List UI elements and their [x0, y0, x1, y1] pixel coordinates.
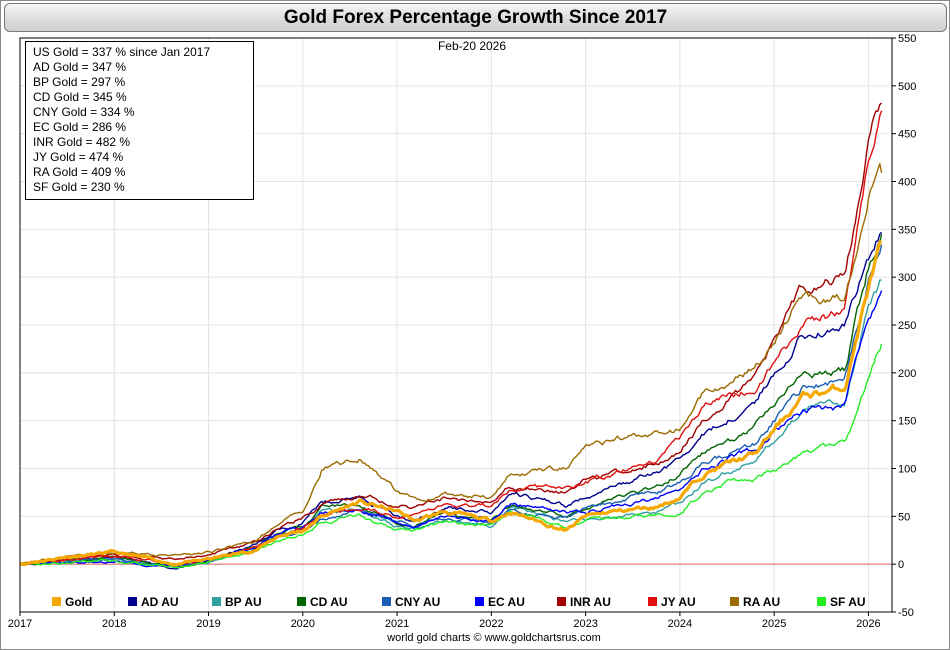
- x-tick-label: 2021: [385, 618, 409, 630]
- y-tick-label: 500: [898, 81, 916, 93]
- summary-line: INR Gold = 482 %: [33, 135, 131, 149]
- series-line-cd-au: [19, 233, 883, 568]
- x-tick-label: 2024: [668, 618, 692, 630]
- x-axis: 2017 2018 2019 2020 2021 2022 2023 2024 2025 2026: [8, 612, 881, 630]
- y-tick-label: 200: [898, 368, 916, 380]
- x-tick-label: 2020: [291, 618, 315, 630]
- summary-line: RA Gold = 409 %: [33, 165, 126, 179]
- y-tick-label: 300: [898, 272, 916, 284]
- series-line-sf-au: [19, 343, 883, 569]
- legend-label: EC AU: [488, 595, 525, 609]
- series-line-bp-au: [19, 279, 882, 568]
- series-line-ra-au: [19, 162, 883, 565]
- y-tick-label: 350: [898, 224, 916, 236]
- x-tick-label: 2026: [856, 618, 880, 630]
- legend-swatch: [557, 597, 566, 606]
- summary-legend-box: US Gold = 337 % since Jan 2017 AD Gold =…: [25, 41, 254, 200]
- y-tick-label: 400: [898, 177, 916, 189]
- series-line-cny-au: [19, 244, 883, 568]
- legend-label: BP AU: [225, 595, 262, 609]
- series-lines: [19, 102, 883, 570]
- summary-line: US Gold = 337 % since Jan 2017: [33, 45, 211, 59]
- legend-swatch: [382, 597, 391, 606]
- y-tick-label: 0: [898, 559, 904, 571]
- summary-line: SF Gold = 230 %: [33, 180, 125, 194]
- legend-swatch: [475, 597, 484, 606]
- x-tick-label: 2023: [573, 618, 597, 630]
- legend-label: CNY AU: [395, 595, 440, 609]
- summary-line: AD Gold = 347 %: [33, 60, 127, 74]
- y-tick-label: 450: [898, 129, 916, 141]
- plot-border: [19, 37, 893, 613]
- legend-label: JY AU: [661, 595, 696, 609]
- y-tick-label: 150: [898, 416, 916, 428]
- y-tick-label: 550: [898, 33, 916, 45]
- series-line-inr-au: [19, 102, 883, 566]
- x-tick-label: 2017: [8, 618, 32, 630]
- y-tick-label: 50: [898, 511, 910, 523]
- series-legend: Gold AD AU BP AU CD AU CNY AU EC AU INR AU JY A…: [52, 595, 866, 609]
- legend-swatch: [297, 597, 306, 606]
- x-tick-label: 2018: [102, 618, 126, 630]
- legend-swatch: [52, 597, 61, 606]
- summary-line: CD Gold = 345 %: [33, 90, 127, 104]
- date-label: Feb-20 2026: [438, 39, 506, 53]
- y-tick-label: 100: [898, 464, 916, 476]
- legend-label: Gold: [65, 595, 92, 609]
- x-tick-label: 2019: [196, 618, 220, 630]
- legend-label: INR AU: [570, 595, 611, 609]
- x-tick-label: 2022: [479, 618, 503, 630]
- legend-label: RA AU: [743, 595, 780, 609]
- y-tick-label: 250: [898, 320, 916, 332]
- summary-line: EC Gold = 286 %: [33, 120, 127, 134]
- footer-credit: world gold charts © www.goldchartsrus.co…: [386, 632, 601, 644]
- summary-line: BP Gold = 297 %: [33, 75, 126, 89]
- series-line-ad-au: [19, 231, 883, 570]
- x-tick-label: 2025: [762, 618, 786, 630]
- legend-swatch: [817, 597, 826, 606]
- summary-line: JY Gold = 474 %: [33, 150, 124, 164]
- legend-swatch: [128, 597, 137, 606]
- series-line-gold: [19, 240, 882, 567]
- legend-label: CD AU: [310, 595, 348, 609]
- chart-title: Gold Forex Percentage Growth Since 2017: [283, 7, 668, 28]
- legend-swatch: [730, 597, 739, 606]
- legend-label: AD AU: [141, 595, 179, 609]
- y-tick-label: -50: [898, 607, 914, 619]
- title-bar: Gold Forex Percentage Growth Since 2017: [4, 3, 947, 32]
- legend-swatch: [212, 597, 221, 606]
- legend-label: SF AU: [830, 595, 866, 609]
- legend-swatch: [648, 597, 657, 606]
- series-line-ec-au: [19, 290, 883, 568]
- summary-line: CNY Gold = 334 %: [33, 105, 135, 119]
